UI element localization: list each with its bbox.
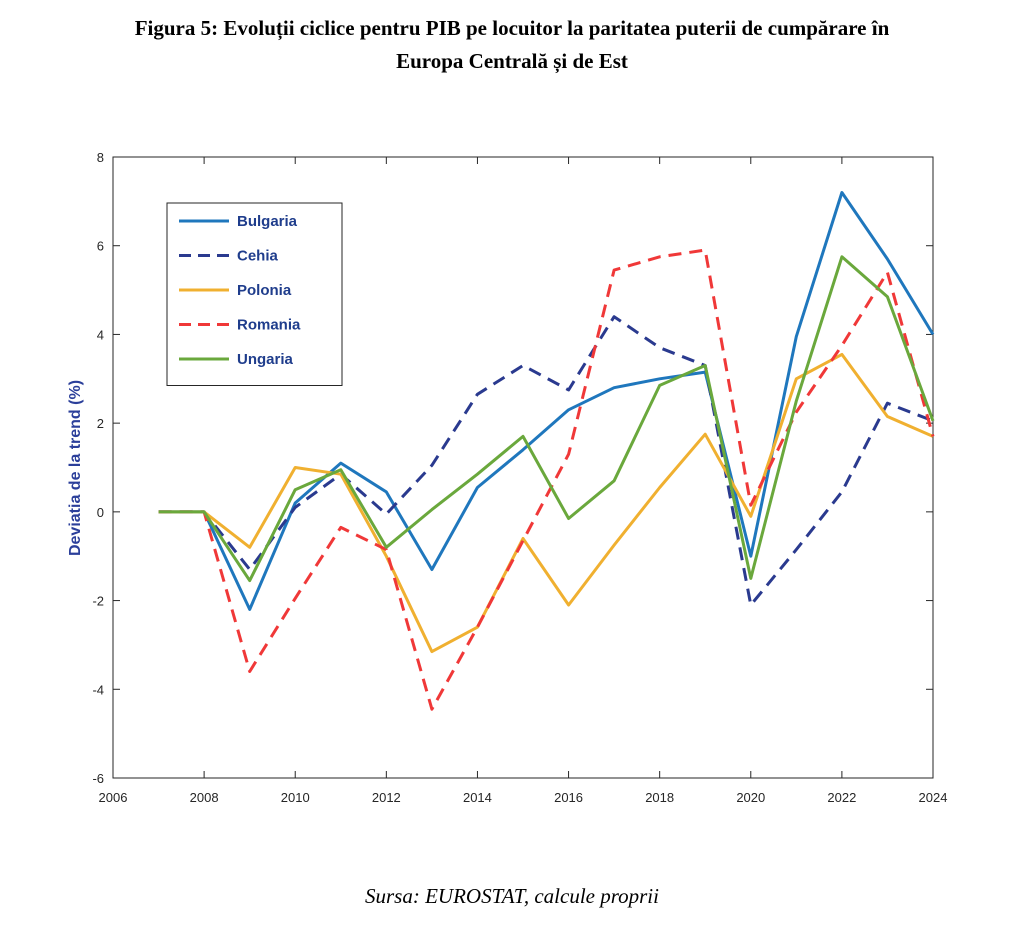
figure-title-line1: Figura 5: Evoluții ciclice pentru PIB pe… [134, 16, 890, 40]
series-line-bulgaria [158, 191, 935, 611]
x-tick-label: 2014 [463, 790, 492, 805]
series-line-ungaria [158, 255, 935, 583]
legend: Bulgaria Cehia Polonia Romania Ungaria [166, 202, 343, 386]
x-tick-label: 2024 [919, 790, 948, 805]
source-note: Sursa: EUROSTAT, calcule proprii [365, 884, 659, 908]
legend-label-cehia: Cehia [237, 248, 279, 265]
y-tick-label: 2 [97, 416, 104, 431]
x-tick-label: 2020 [736, 790, 765, 805]
y-tick-label: 0 [97, 505, 104, 520]
legend-label-ungaria: Ungaria [237, 351, 294, 368]
y-tick-label: 6 [97, 239, 104, 254]
x-tick-label: 2012 [372, 790, 401, 805]
chart: 2006 2008 2010 2012 2014 2016 2018 2020 2022 2024… [67, 150, 947, 805]
axes: 2006 2008 2010 2012 2014 2016 2018 2020 2022 2024… [92, 150, 947, 805]
x-tick-label: 2016 [554, 790, 583, 805]
x-tick-label: 2022 [827, 790, 856, 805]
x-tick-label: 2010 [281, 790, 310, 805]
y-tick-label: 8 [97, 150, 104, 165]
legend-label-romania: Romania [237, 317, 301, 334]
x-tick-label: 2006 [99, 790, 128, 805]
legend-label-bulgaria: Bulgaria [237, 213, 298, 230]
series-line-romania [158, 248, 935, 711]
y-tick-label: -6 [92, 771, 104, 786]
y-axis-label: Deviatia de la trend (%) [67, 380, 84, 556]
y-tick-label: 4 [97, 327, 104, 342]
legend-box [166, 202, 343, 386]
series-lines [158, 191, 935, 711]
x-tick-label: 2008 [190, 790, 219, 805]
y-tick-label: -4 [92, 682, 104, 697]
x-tick-label: 2018 [645, 790, 674, 805]
legend-label-polonia: Polonia [237, 282, 292, 299]
figure-title: Figura 5: Evoluții ciclice pentru PIB pe… [0, 12, 1024, 78]
figure-title-line2: Europa Centrală și de Est [396, 49, 628, 73]
y-tick-label: -2 [92, 594, 104, 609]
